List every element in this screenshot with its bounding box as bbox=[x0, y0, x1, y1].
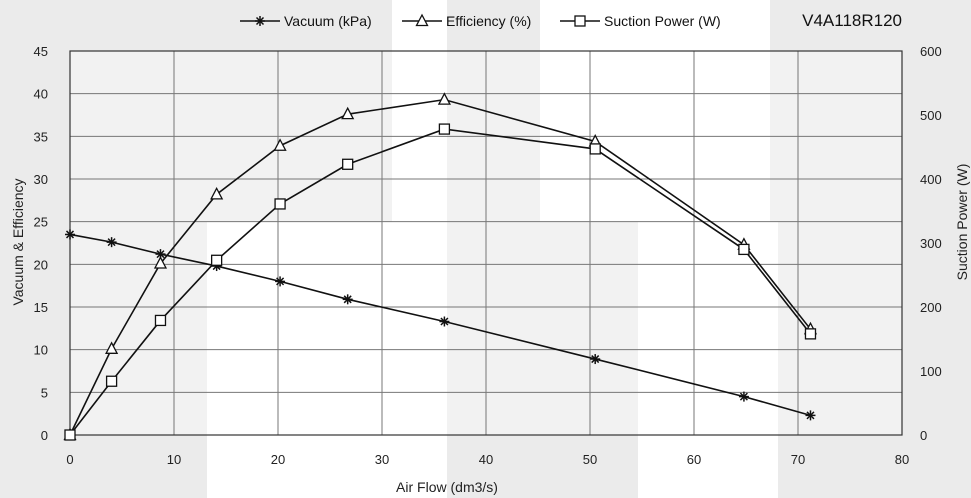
y-left-tick-label: 30 bbox=[34, 172, 48, 187]
x-tick-label: 10 bbox=[167, 452, 181, 467]
data-point-triangle bbox=[341, 106, 355, 120]
y-left-tick-label: 0 bbox=[41, 428, 48, 443]
x-tick-label: 0 bbox=[66, 452, 73, 467]
data-point-square bbox=[438, 123, 451, 135]
data-point-triangle bbox=[437, 92, 451, 105]
y-left-tick-label: 20 bbox=[34, 257, 48, 272]
data-point-square bbox=[274, 198, 286, 210]
chart-title: V4A118R120 bbox=[802, 11, 902, 30]
data-point-square bbox=[804, 328, 817, 340]
legend-item: Efficiency (%) bbox=[402, 13, 531, 29]
data-point-square bbox=[64, 429, 76, 441]
y-right-tick-label: 500 bbox=[920, 108, 942, 123]
data-point-star bbox=[65, 229, 75, 240]
data-point-square bbox=[738, 243, 750, 256]
y-left-tick-label: 35 bbox=[34, 129, 48, 144]
legend-label: Efficiency (%) bbox=[446, 13, 531, 29]
series-layer bbox=[63, 92, 818, 441]
x-tick-label: 30 bbox=[375, 452, 389, 467]
x-tick-label: 60 bbox=[687, 452, 701, 467]
y-right-tick-label: 200 bbox=[920, 300, 942, 315]
legend-item: Vacuum (kPa) bbox=[240, 13, 372, 29]
data-point-star bbox=[106, 237, 117, 248]
y-right-tick-label: 400 bbox=[920, 172, 942, 187]
plot-frame bbox=[69, 50, 903, 436]
data-point-triangle bbox=[273, 138, 287, 151]
axis-layer: 0 10 20 30 40 50 60 70 80 0 5 10 15 20 25 30 35 40 45 0 100 2… bbox=[34, 44, 942, 467]
data-point-triangle bbox=[105, 341, 119, 354]
data-point-star bbox=[590, 354, 601, 365]
data-point-square bbox=[105, 375, 118, 387]
x-tick-label: 50 bbox=[583, 452, 597, 467]
data-point-star bbox=[342, 294, 353, 305]
y-left-tick-label: 10 bbox=[34, 343, 48, 358]
y-right-tick-label: 600 bbox=[920, 44, 942, 59]
y-left-tick-label: 45 bbox=[34, 44, 48, 59]
data-point-star bbox=[805, 410, 816, 421]
legend-label: Vacuum (kPa) bbox=[284, 13, 372, 29]
data-point-star bbox=[439, 316, 450, 327]
y-left-tick-label: 5 bbox=[41, 385, 48, 400]
x-tick-label: 40 bbox=[479, 452, 493, 467]
data-point-square bbox=[342, 158, 354, 170]
y-axis-left-title: Vacuum & Efficiency bbox=[10, 178, 26, 305]
y-axis-right-title: Suction Power (W) bbox=[954, 164, 970, 281]
data-point-star bbox=[255, 16, 265, 26]
y-right-tick-label: 100 bbox=[920, 364, 942, 379]
y-right-tick-label: 0 bbox=[920, 428, 927, 443]
data-point-star bbox=[738, 391, 749, 402]
data-point-square bbox=[210, 254, 223, 266]
series-square bbox=[64, 123, 817, 441]
legend-label: Suction Power (W) bbox=[604, 13, 721, 29]
background-block bbox=[207, 222, 447, 498]
series-line bbox=[69, 98, 812, 436]
grid-layer bbox=[69, 50, 903, 436]
background-block bbox=[540, 0, 770, 222]
background-block bbox=[638, 222, 778, 498]
data-point-square bbox=[589, 143, 601, 155]
x-tick-label: 20 bbox=[271, 452, 285, 467]
x-tick-label: 70 bbox=[791, 452, 805, 467]
series-star bbox=[65, 229, 816, 421]
series-line bbox=[69, 233, 811, 417]
y-left-tick-label: 40 bbox=[34, 87, 48, 102]
data-point-square bbox=[154, 314, 167, 327]
x-tick-label: 80 bbox=[895, 452, 909, 467]
data-point-square bbox=[574, 15, 586, 27]
background-block bbox=[392, 0, 447, 222]
y-left-tick-label: 25 bbox=[34, 215, 48, 230]
x-axis-title: Air Flow (dm3/s) bbox=[396, 479, 498, 495]
data-point-triangle bbox=[415, 13, 429, 27]
data-point-star bbox=[275, 276, 286, 287]
data-point-triangle bbox=[210, 186, 224, 200]
y-left-tick-label: 15 bbox=[34, 300, 48, 315]
series-line bbox=[69, 128, 812, 436]
data-point-triangle bbox=[153, 256, 168, 269]
y-right-tick-label: 300 bbox=[920, 236, 942, 251]
legend-item: Suction Power (W) bbox=[560, 13, 721, 29]
legend: Vacuum (kPa) Efficiency (%) Suction Power … bbox=[240, 13, 721, 29]
